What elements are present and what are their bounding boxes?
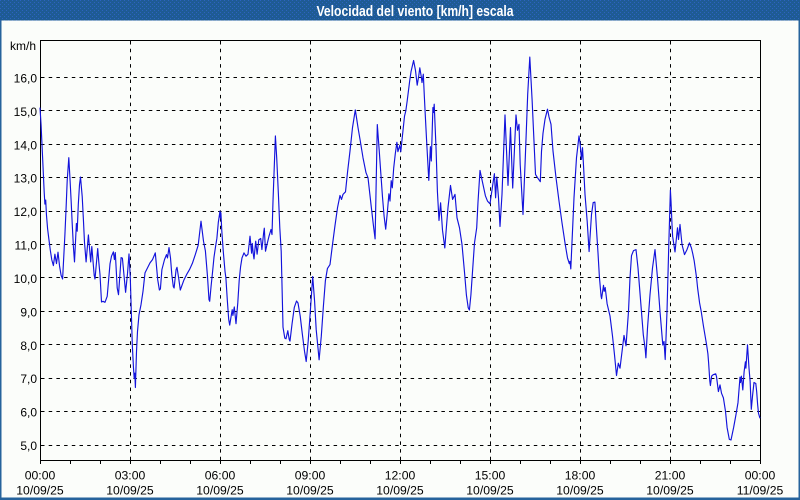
svg-text:9,0: 9,0 bbox=[20, 305, 37, 319]
svg-text:12:00: 12:00 bbox=[385, 469, 416, 483]
svg-text:12,0: 12,0 bbox=[14, 205, 38, 219]
svg-text:18:00: 18:00 bbox=[565, 469, 596, 483]
svg-text:km/h: km/h bbox=[10, 39, 36, 53]
svg-text:03:00: 03:00 bbox=[115, 469, 146, 483]
svg-text:5,0: 5,0 bbox=[20, 439, 37, 453]
svg-text:10/09/25: 10/09/25 bbox=[196, 484, 244, 498]
svg-text:11,0: 11,0 bbox=[15, 239, 38, 253]
svg-text:10/09/25: 10/09/25 bbox=[16, 484, 64, 498]
svg-text:15,0: 15,0 bbox=[14, 105, 38, 119]
svg-text:09:00: 09:00 bbox=[295, 469, 326, 483]
svg-text:15:00: 15:00 bbox=[475, 469, 506, 483]
svg-text:13,0: 13,0 bbox=[14, 172, 38, 186]
svg-text:21:00: 21:00 bbox=[655, 469, 686, 483]
svg-text:00:00: 00:00 bbox=[745, 469, 776, 483]
svg-text:10/09/25: 10/09/25 bbox=[556, 484, 604, 498]
svg-text:10/09/25: 10/09/25 bbox=[106, 484, 154, 498]
svg-text:8,0: 8,0 bbox=[20, 339, 37, 353]
svg-text:Velocidad del viento [km/h] es: Velocidad del viento [km/h] escala bbox=[317, 4, 515, 20]
svg-text:11/09/25: 11/09/25 bbox=[737, 484, 784, 498]
svg-text:14,0: 14,0 bbox=[14, 138, 38, 152]
svg-text:10/09/25: 10/09/25 bbox=[376, 484, 424, 498]
svg-text:7,0: 7,0 bbox=[20, 372, 37, 386]
svg-text:10,0: 10,0 bbox=[14, 272, 38, 286]
svg-text:00:00: 00:00 bbox=[25, 469, 56, 483]
svg-text:6,0: 6,0 bbox=[20, 406, 37, 420]
svg-text:06:00: 06:00 bbox=[205, 469, 236, 483]
svg-text:10/09/25: 10/09/25 bbox=[286, 484, 334, 498]
svg-text:10/09/25: 10/09/25 bbox=[466, 484, 514, 498]
svg-text:10/09/25: 10/09/25 bbox=[646, 484, 694, 498]
svg-text:16,0: 16,0 bbox=[14, 72, 38, 86]
